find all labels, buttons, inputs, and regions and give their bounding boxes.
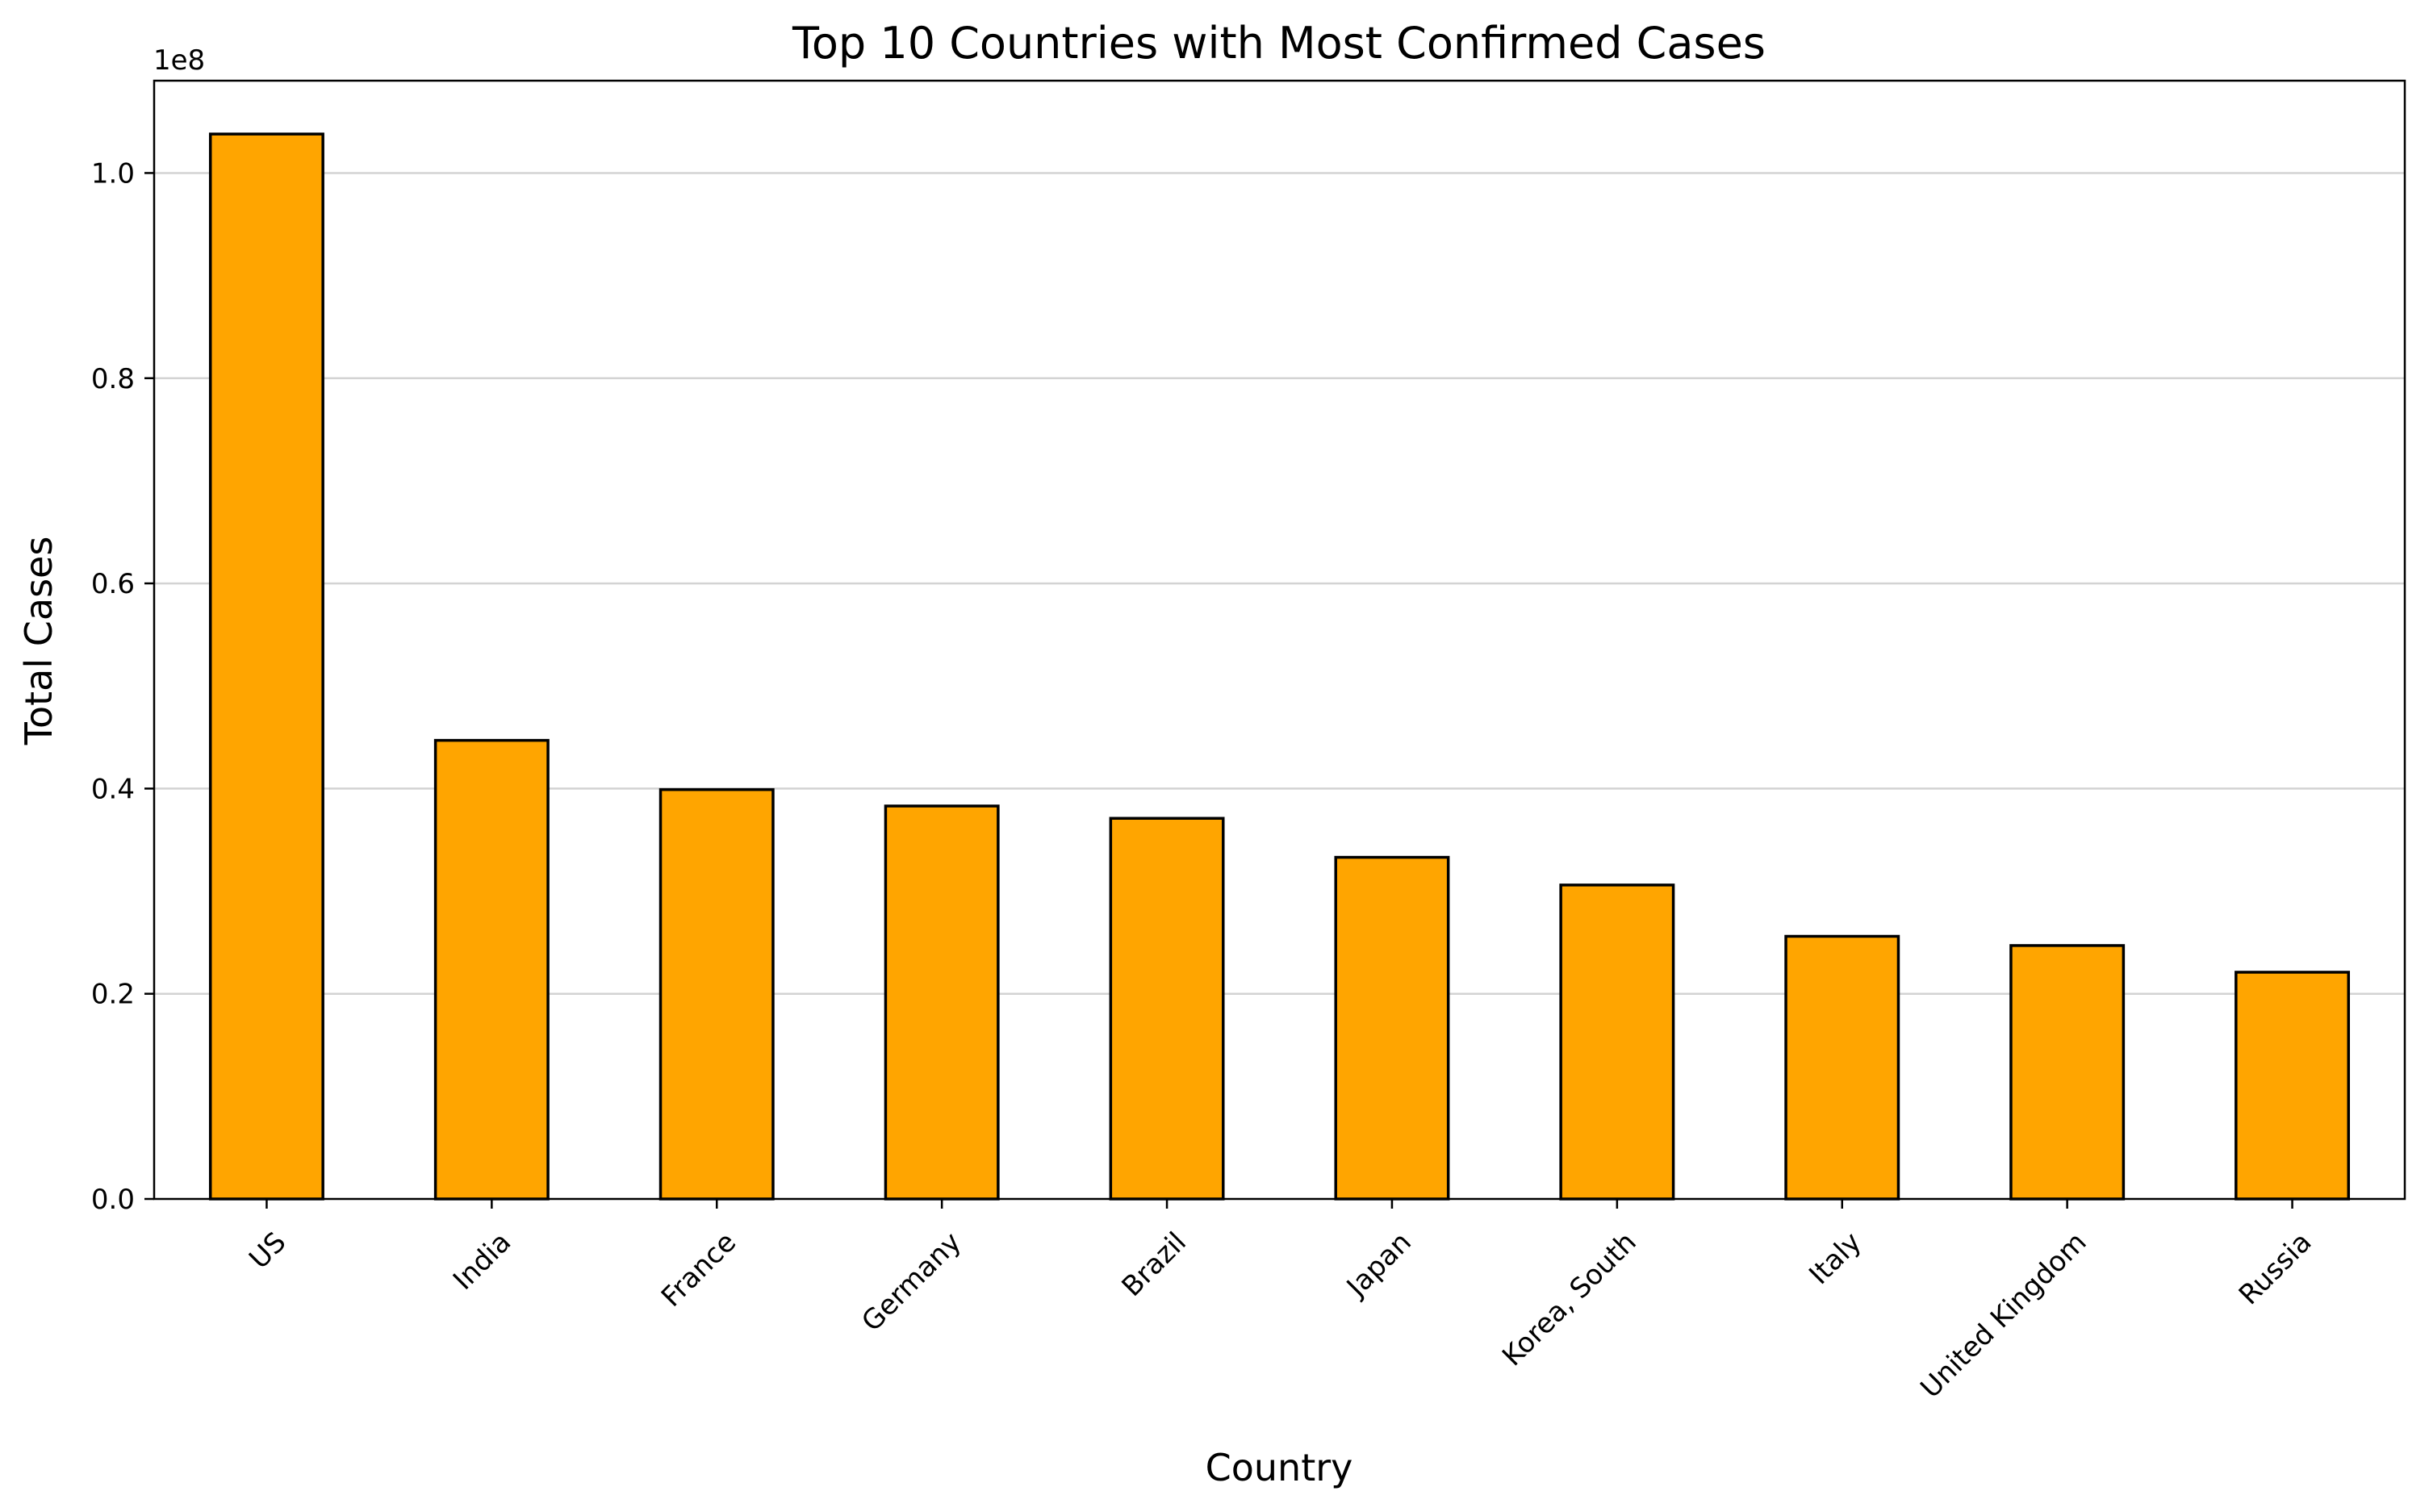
bar-russia	[2235, 971, 2351, 1201]
y-tick-label-5: 1.0	[91, 157, 135, 190]
plot-frame	[153, 79, 2406, 1201]
bar-italy	[1784, 934, 1900, 1201]
bar-india	[433, 738, 550, 1201]
bar-germany	[884, 804, 1000, 1201]
axes	[153, 79, 2406, 1201]
bar-japan	[1334, 855, 1450, 1201]
bar-korea-south	[1559, 883, 1675, 1201]
y-axis-label: Total Cases	[17, 537, 61, 746]
bar-us	[208, 132, 324, 1201]
y-tick-label-0: 0.0	[91, 1184, 135, 1216]
x-axis-label: Country	[1206, 1446, 1353, 1489]
bar-united-kingdom	[2009, 944, 2126, 1201]
y-tick-label-4: 0.8	[91, 363, 135, 395]
y-tick-label-3: 0.6	[91, 568, 135, 600]
bars	[208, 132, 2351, 1201]
y-tick-label-1: 0.2	[91, 979, 135, 1011]
bar-france	[658, 787, 775, 1201]
bar-brazil	[1109, 817, 1225, 1201]
y-offset-label: 1e8	[153, 44, 205, 77]
y-tick-label-2: 0.4	[91, 773, 135, 805]
chart-title: Top 10 Countries with Most Confirmed Cas…	[792, 18, 1766, 69]
